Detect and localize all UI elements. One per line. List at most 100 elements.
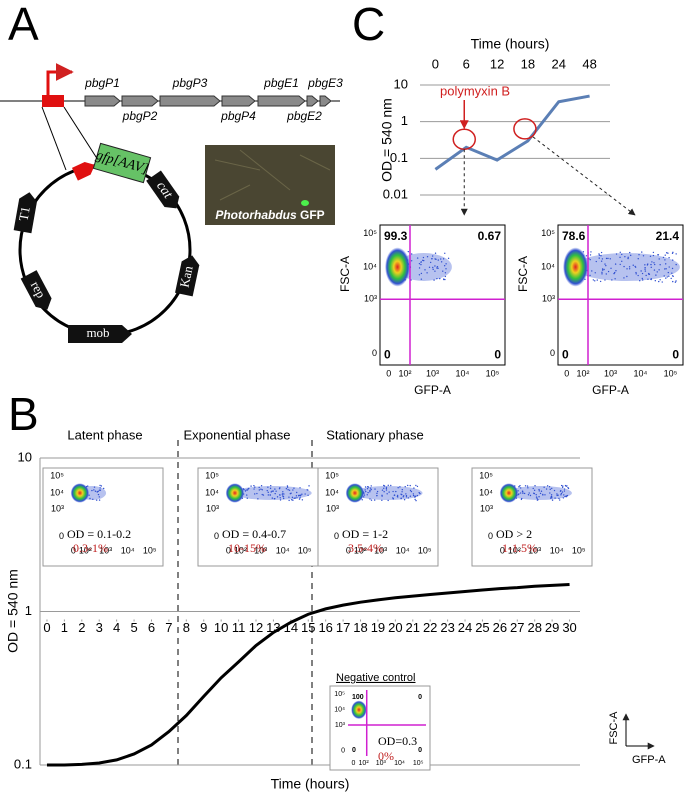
event-dot: [412, 494, 415, 497]
event-dot: [296, 497, 298, 499]
flow-x-tick: 10²: [508, 545, 521, 555]
density-core: [563, 247, 588, 287]
gene-arrow: [175, 255, 200, 297]
event-dot: [299, 494, 301, 497]
event-dot: [293, 497, 295, 499]
event-dot: [385, 489, 388, 491]
event-dot: [663, 275, 665, 277]
event-dot: [657, 254, 660, 256]
quadrant-value: 0: [672, 348, 679, 362]
event-dot: [609, 258, 611, 260]
event-dot: [407, 497, 410, 499]
x-tick-label: 23: [440, 620, 454, 635]
gene-label: pbgE1: [263, 76, 299, 90]
event-dot: [652, 254, 655, 257]
event-dot: [282, 491, 284, 493]
event-dot: [519, 487, 522, 489]
event-dot: [671, 267, 674, 270]
event-dot: [261, 489, 263, 491]
event-dot: [654, 280, 657, 282]
x-tick-label: 6: [148, 620, 155, 635]
event-dot: [532, 487, 534, 490]
event-dot: [387, 484, 389, 487]
event-dot: [561, 491, 564, 493]
event-dot: [553, 489, 556, 492]
event-dot: [272, 490, 274, 492]
x-tick-label: 1: [61, 620, 68, 635]
event-dot: [551, 499, 554, 501]
event-dot: [291, 496, 294, 499]
event-dot: [562, 497, 565, 499]
event-dot: [649, 255, 652, 258]
caption-plain: GFP: [300, 208, 325, 222]
event-dot: [290, 492, 292, 494]
dotted-arrow: [532, 136, 636, 216]
flow-y-tick: 10⁴: [334, 707, 345, 714]
y-tick-label: 0.1: [390, 150, 408, 165]
flow-x-tick: 10⁴: [456, 368, 470, 378]
event-dot: [246, 497, 248, 499]
flow-y-tick: 0: [334, 531, 339, 541]
event-dot: [286, 486, 289, 488]
event-dot: [526, 485, 529, 487]
event-dot: [274, 488, 276, 490]
gfp-cassette: gfp[AAV]: [92, 142, 152, 184]
promoter-on-plasmid: [71, 161, 95, 181]
event-dot: [589, 258, 591, 261]
event-dot: [566, 485, 568, 487]
flow-frame: [379, 224, 506, 366]
x-tick-label: 17: [336, 620, 350, 635]
inset-od: OD=0.3: [378, 734, 417, 748]
event-dot: [253, 484, 255, 487]
event-dot: [653, 269, 656, 271]
event-dot: [598, 254, 601, 256]
event-dot: [538, 488, 540, 491]
density-core: [70, 483, 90, 503]
event-dot: [518, 486, 520, 488]
event-dot: [560, 490, 562, 492]
flow-x-tick: 10²: [576, 368, 589, 378]
event-dot: [640, 270, 642, 272]
quadrant-value: 0: [418, 694, 422, 701]
y-tick-label: 0.1: [14, 756, 32, 771]
event-dot: [668, 275, 670, 277]
gene-arrow: [319, 95, 332, 107]
event-dot: [647, 278, 649, 280]
event-dot: [416, 257, 419, 259]
event-dot: [599, 280, 602, 283]
event-dot: [442, 270, 444, 272]
event-dot: [93, 486, 96, 488]
event-dot: [550, 497, 552, 499]
event-dot: [420, 278, 423, 280]
event-dot: [665, 263, 667, 265]
flow-y-tick: 10³: [542, 294, 555, 304]
event-dot: [291, 499, 293, 501]
event-dot: [613, 272, 615, 275]
event-dot: [644, 266, 646, 269]
flow-x-tick: 0: [564, 368, 569, 378]
flow-x-tick: 10³: [426, 368, 439, 378]
event-dot: [442, 258, 445, 260]
annotation: polymyxin B: [440, 83, 510, 98]
x-tick-label: 18: [521, 56, 535, 71]
kan-gene: Kan: [175, 255, 200, 297]
gene-label: rep: [28, 279, 49, 301]
event-dot: [560, 494, 562, 496]
event-dot: [659, 279, 661, 281]
event-dot: [533, 489, 536, 492]
event-dot: [409, 489, 412, 492]
event-dot: [635, 273, 637, 275]
micrograph-texture: [214, 149, 331, 201]
phase-label: Stationary phase: [326, 427, 424, 442]
event-dot: [428, 266, 431, 268]
event-dot: [607, 270, 610, 273]
flow-y-tick: 10⁴: [363, 261, 377, 271]
event-dot: [634, 265, 636, 268]
event-dot: [562, 485, 564, 487]
flow-y-tick: 10³: [480, 503, 493, 513]
event-dot: [567, 487, 570, 490]
event-dot: [301, 493, 303, 495]
event-dot: [626, 268, 628, 270]
event-dot: [610, 267, 612, 269]
